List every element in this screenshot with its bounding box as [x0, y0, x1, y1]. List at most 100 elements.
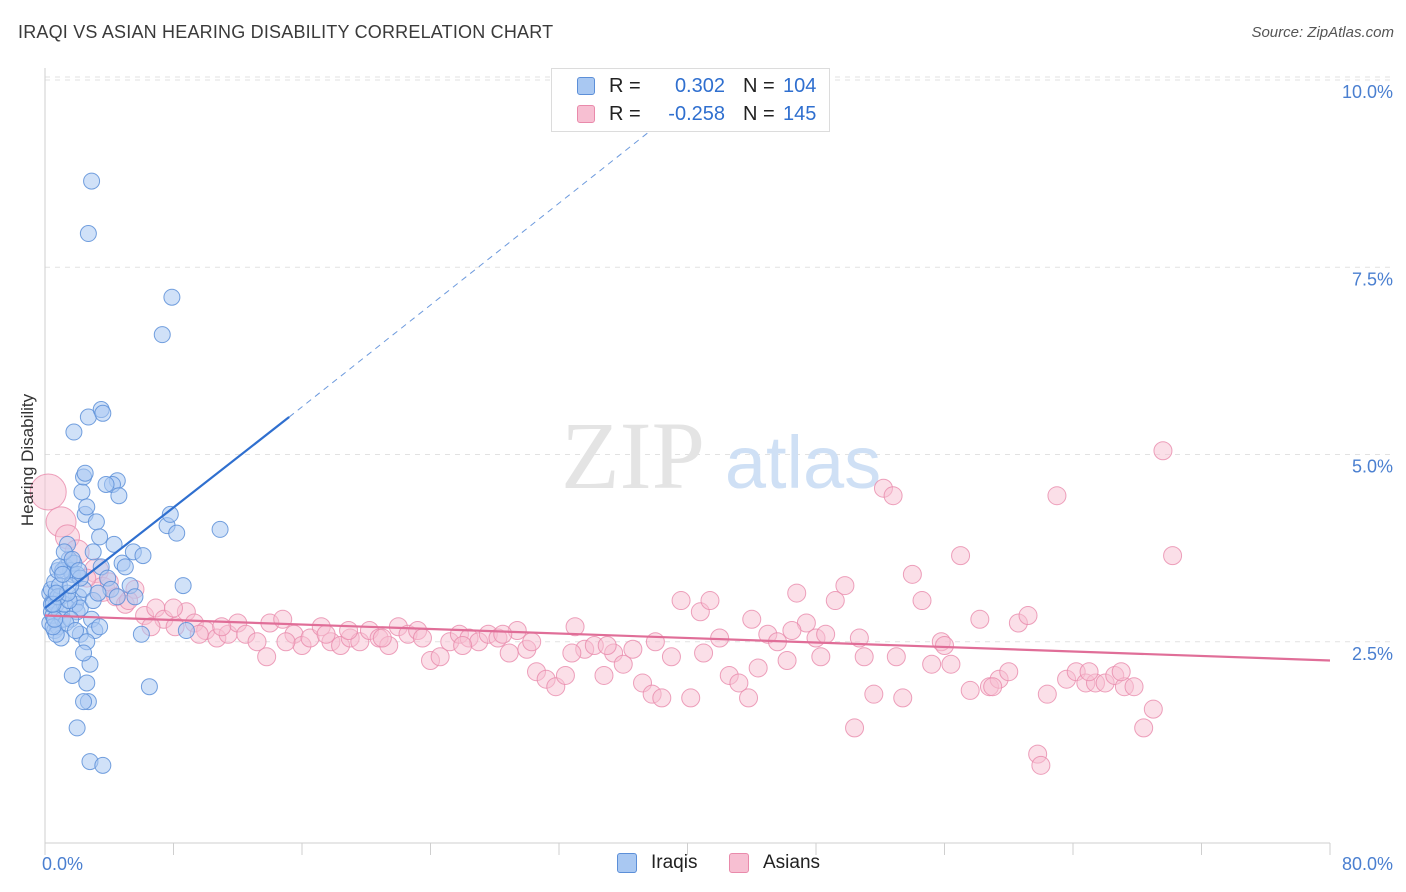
iraqis-point — [132, 625, 150, 643]
y-tick-label: 7.5% — [1352, 269, 1393, 289]
iraqis-point — [91, 618, 109, 636]
asians-point — [1079, 662, 1099, 682]
asians-point — [1037, 684, 1057, 704]
iraqis-legend-swatch — [617, 853, 637, 873]
asians-point — [661, 647, 681, 667]
r-label: R = — [609, 102, 641, 125]
asians-point — [893, 688, 913, 708]
iraqis-point — [110, 487, 128, 505]
asians-point — [1111, 662, 1131, 682]
asians-point — [594, 665, 614, 685]
asians-point — [316, 624, 336, 644]
asians-point — [276, 632, 296, 652]
asians-point — [1134, 718, 1154, 738]
asians-point — [681, 688, 701, 708]
iraqis-point — [105, 535, 123, 553]
iraqis-point — [177, 622, 195, 640]
asians-point — [623, 639, 643, 659]
y-tick-label: 5.0% — [1352, 457, 1393, 477]
r-value: 0.302 — [674, 74, 725, 97]
asians-point — [999, 662, 1019, 682]
iraqis-point — [134, 547, 152, 565]
iraqis-point — [70, 562, 88, 580]
legend-series: Iraqis Asians — [0, 852, 1406, 878]
iraqis-point — [153, 326, 171, 344]
legend-label-iraqis: Iraqis — [651, 852, 698, 873]
iraqis-point — [76, 464, 94, 482]
y-tick-label: 2.5% — [1352, 644, 1393, 664]
iraqis-trend-extension — [288, 94, 696, 418]
asians-point — [787, 583, 807, 603]
iraqis-point — [211, 520, 229, 538]
asians-point — [1163, 546, 1183, 566]
asians-point — [782, 621, 802, 641]
asians-point — [29, 473, 67, 511]
iraqis-point — [163, 288, 181, 306]
asians-point — [729, 673, 749, 693]
asians-point — [522, 632, 542, 652]
iraqis-point — [108, 588, 126, 606]
asians-point — [739, 688, 759, 708]
asians-point — [1018, 606, 1038, 626]
n-value: 104 — [783, 74, 817, 97]
asians-point — [1143, 699, 1163, 719]
iraqis-point — [97, 475, 115, 493]
asians-point — [430, 647, 450, 667]
asians-point — [951, 546, 971, 566]
asians-point — [941, 654, 961, 674]
asians-point — [257, 647, 277, 667]
legend-item-asians[interactable]: Asians — [729, 852, 820, 874]
asians-point — [339, 621, 359, 641]
asians-point — [412, 628, 432, 648]
asians-point — [922, 654, 942, 674]
asians-point — [816, 624, 836, 644]
iraqis-point — [83, 172, 101, 190]
legend-item-iraqis[interactable]: Iraqis — [617, 852, 697, 874]
trend-lines — [44, 94, 1331, 662]
iraqis-point — [126, 588, 144, 606]
iraqis-swatch — [577, 77, 595, 95]
asians-legend-swatch — [729, 853, 749, 873]
y-axis-label: Hearing Disability — [18, 393, 37, 527]
watermark: ZIP atlas — [561, 402, 881, 509]
source-label: Source: ZipAtlas.com — [1251, 24, 1394, 41]
iraqis-point — [73, 483, 91, 501]
asians-point — [935, 635, 954, 655]
iraqis-point — [78, 674, 96, 692]
iraqis-point — [46, 610, 64, 628]
n-label: N = — [743, 102, 775, 125]
asians-point — [493, 624, 513, 644]
watermark-zip: ZIP — [561, 402, 705, 509]
asians-point — [912, 591, 932, 611]
iraqis-point — [91, 528, 109, 546]
asians-swatch — [577, 105, 595, 123]
iraqis-point — [174, 577, 192, 595]
asians-point — [835, 576, 855, 596]
asians-point — [1153, 441, 1173, 461]
iraqis-point — [89, 584, 107, 602]
asians-point — [902, 564, 922, 584]
r-label: R = — [609, 74, 641, 97]
asians-point — [825, 591, 845, 611]
iraqis-point — [54, 565, 72, 583]
iraqis-point — [94, 756, 112, 774]
asians-point — [645, 632, 665, 652]
legend-row-iraqis: R = 0.302 N = 104 — [577, 73, 817, 99]
asians-point — [845, 718, 865, 738]
n-label: N = — [743, 74, 775, 97]
n-value: 145 — [783, 102, 817, 125]
asians-point — [694, 643, 714, 663]
asians-point — [247, 632, 267, 652]
legend-stats: R = 0.302 N = 104 R = -0.258 N = 145 — [551, 68, 830, 132]
x-tick-label: 0.0% — [42, 854, 83, 874]
asians-point — [652, 688, 672, 708]
asians-point — [960, 680, 980, 700]
gridlines — [45, 76, 1392, 643]
asians-point — [499, 643, 519, 663]
r-value: -0.258 — [668, 102, 725, 125]
asians-trend-line — [44, 614, 1331, 662]
watermark-atlas: atlas — [725, 421, 881, 504]
x-tick-label: 80.0% — [1342, 854, 1393, 874]
legend-row-asians: R = -0.258 N = 145 — [577, 101, 817, 127]
iraqis-point — [87, 513, 105, 531]
